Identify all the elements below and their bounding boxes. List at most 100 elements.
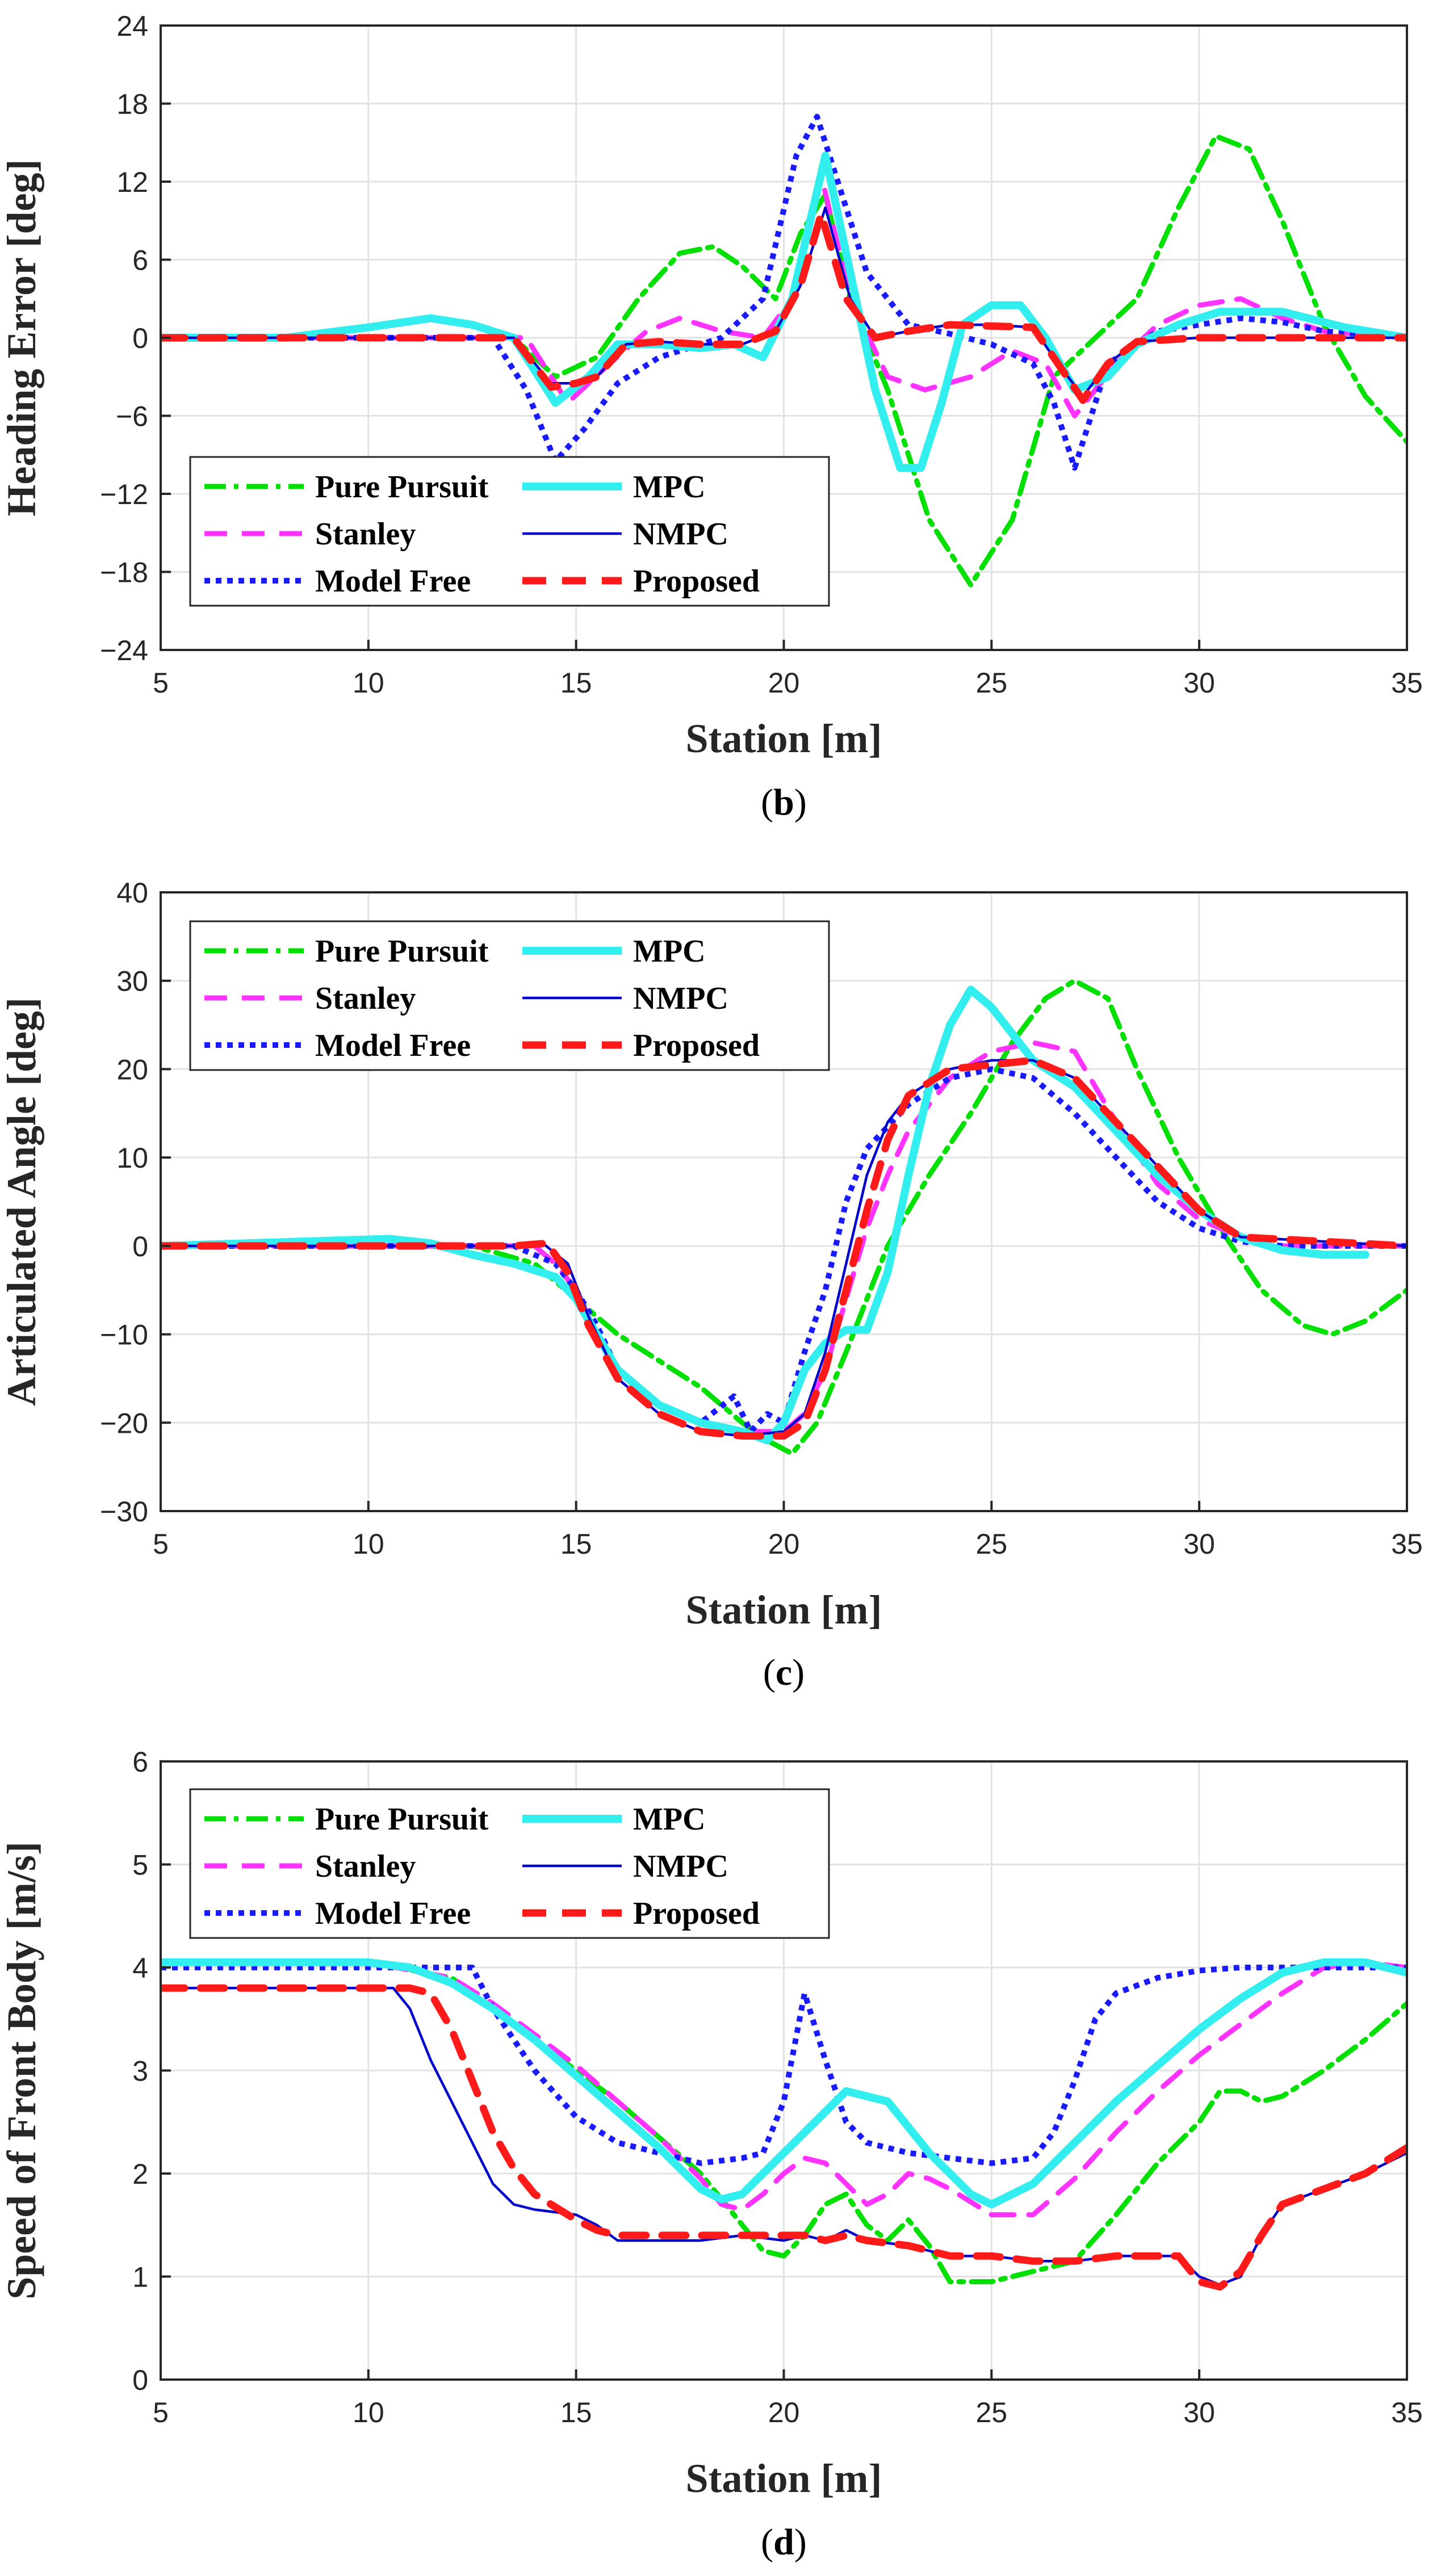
front-body-speed-chart: 5 10 15 20 25 30 35 0 1 2 3 4 5 6 Station [m] Speed of … xyxy=(0,1746,1423,2563)
y-tick-label: −20 xyxy=(100,1407,148,1439)
x-tick-label: 30 xyxy=(1183,667,1215,699)
y-tick-label: −10 xyxy=(100,1319,148,1351)
series-line-pure-pursuit xyxy=(161,978,1407,1457)
x-tick-label: 35 xyxy=(1391,1528,1423,1560)
legend-entry: NMPC xyxy=(522,517,728,552)
x-tick-label: 20 xyxy=(768,1528,800,1560)
panel-label-part: c xyxy=(776,1652,792,1693)
series-line-proposed xyxy=(161,1984,1407,2291)
y-tick-label: 30 xyxy=(116,966,148,997)
series-line-mpc xyxy=(161,985,1369,1445)
legend-label: Model Free xyxy=(315,1896,471,1931)
y-tick-label: 2 xyxy=(132,2158,148,2190)
legend-label: Model Free xyxy=(315,1028,471,1063)
y-tick-label: −6 xyxy=(116,401,148,433)
x-tick-label: 5 xyxy=(153,2397,169,2428)
y-tick-label: 20 xyxy=(116,1054,148,1085)
legend-label: Stanley xyxy=(315,517,416,552)
legend-label: Proposed xyxy=(633,1028,760,1063)
x-axis-label: Station [m] xyxy=(686,1587,882,1633)
legend-entry: MPC xyxy=(522,469,706,505)
y-tick-label: 3 xyxy=(132,2055,148,2087)
panel-label-part: ( xyxy=(761,2522,773,2563)
x-tick-label: 10 xyxy=(353,2397,384,2428)
legend-entry: Model Free xyxy=(204,1896,471,1931)
series-line-pure-pursuit xyxy=(161,133,1407,588)
legend-entry: MPC xyxy=(522,1802,706,1837)
legend-entry: Pure Pursuit xyxy=(204,934,489,969)
legend-label: NMPC xyxy=(633,981,728,1016)
legend-entry: NMPC xyxy=(522,1849,728,1884)
y-tick-label: 6 xyxy=(132,1746,148,1778)
series-line-pure-pursuit xyxy=(161,1960,1407,2285)
x-tick-label: 15 xyxy=(560,667,592,699)
x-tick-label: 35 xyxy=(1391,667,1423,699)
legend-entry: NMPC xyxy=(522,981,728,1016)
legend-entry: Proposed xyxy=(522,1896,760,1931)
legend-label: MPC xyxy=(633,934,706,969)
y-tick-label: 0 xyxy=(132,1231,148,1262)
panel-label: (b) xyxy=(761,782,807,823)
legend-label: Stanley xyxy=(315,1849,416,1884)
x-tick-label: 20 xyxy=(768,2397,800,2428)
legend-label: Pure Pursuit xyxy=(315,1802,489,1837)
legend-label: Proposed xyxy=(633,1896,760,1931)
panel-label-part: ( xyxy=(761,782,773,823)
legend-entry: Model Free xyxy=(204,1028,471,1063)
legend-label: Pure Pursuit xyxy=(315,934,489,969)
panel-label-part: ) xyxy=(794,782,807,823)
legend-entry: Stanley xyxy=(204,981,416,1016)
series-line-proposed xyxy=(161,210,1407,404)
x-tick-label: 25 xyxy=(976,1528,1008,1560)
x-tick-label: 25 xyxy=(976,667,1008,699)
y-tick-label: −24 xyxy=(100,635,148,666)
legend-entry: Stanley xyxy=(204,1849,416,1884)
y-tick-label: 1 xyxy=(132,2262,148,2293)
legend-label: NMPC xyxy=(633,517,728,552)
y-tick-label: 40 xyxy=(116,877,148,909)
series-lines xyxy=(161,114,1407,588)
x-tick-label: 20 xyxy=(768,667,800,699)
legend-label: MPC xyxy=(633,1802,706,1837)
y-tick-label: −18 xyxy=(100,557,148,589)
x-tick-label: 15 xyxy=(560,2397,592,2428)
legend-label: Stanley xyxy=(315,981,416,1016)
legend-label: MPC xyxy=(633,469,706,505)
y-axis-label: Articulated Angle [deg] xyxy=(0,997,44,1406)
y-axis-label: Speed of Front Body [m/s] xyxy=(0,1841,44,2300)
x-axis-label: Station [m] xyxy=(686,2456,882,2501)
legend: Pure Pursuit MPC Stanley NMPC Model Free Prop… xyxy=(189,1788,830,1939)
x-tick-label: 5 xyxy=(153,1528,169,1560)
legend-label: NMPC xyxy=(633,1849,728,1884)
legend: Pure Pursuit MPC Stanley NMPC Model Free Prop… xyxy=(189,920,830,1071)
series-line-proposed xyxy=(161,1056,1407,1440)
x-tick-label: 5 xyxy=(153,667,169,699)
series-line-model-free xyxy=(161,114,1407,471)
legend-entry: Model Free xyxy=(204,564,471,599)
y-tick-label: 4 xyxy=(132,1952,148,1984)
y-tick-label: 6 xyxy=(132,245,148,276)
x-tick-label: 15 xyxy=(560,1528,592,1560)
legend-label: Pure Pursuit xyxy=(315,469,489,505)
legend-label: Proposed xyxy=(633,564,760,599)
x-axis-label: Station [m] xyxy=(686,716,882,761)
panel-label: (d) xyxy=(761,2522,807,2563)
y-tick-label: 12 xyxy=(116,166,148,198)
heading-error-chart: 5 10 15 20 25 30 35 −24 −18 −12 −6 0 6 12 18 24 Station … xyxy=(0,10,1423,823)
y-tick-label: −30 xyxy=(100,1496,148,1528)
legend-entry: Pure Pursuit xyxy=(204,1802,489,1837)
y-tick-label: 10 xyxy=(116,1142,148,1174)
y-axis-label: Heading Error [deg] xyxy=(0,159,44,516)
y-tick-label: 18 xyxy=(116,89,148,120)
legend-entry: MPC xyxy=(522,934,706,969)
x-tick-label: 25 xyxy=(976,2397,1008,2428)
panel-label-part: ) xyxy=(792,1652,805,1693)
series-line-stanley xyxy=(161,1960,1407,2218)
panel-label-part: ( xyxy=(763,1652,776,1693)
x-tick-label: 10 xyxy=(353,667,384,699)
series-lines xyxy=(161,1958,1407,2291)
x-tick-label: 30 xyxy=(1183,1528,1215,1560)
series-line-stanley xyxy=(161,173,1407,418)
x-tick-label: 30 xyxy=(1183,2397,1215,2428)
